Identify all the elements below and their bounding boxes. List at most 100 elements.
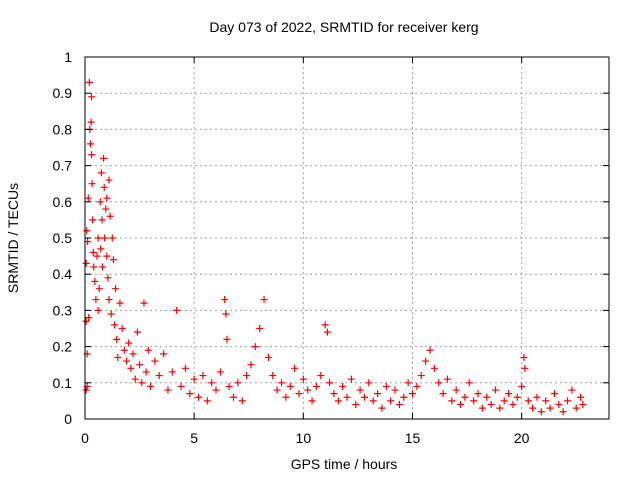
data-point	[133, 328, 141, 336]
data-point	[356, 386, 364, 394]
data-point	[537, 408, 545, 416]
data-point	[400, 393, 408, 401]
data-point	[89, 216, 97, 224]
data-point	[203, 397, 211, 405]
data-point	[102, 205, 110, 213]
data-point	[127, 364, 135, 372]
data-point	[487, 401, 495, 409]
data-point	[109, 256, 117, 264]
data-point	[85, 314, 93, 322]
data-point	[238, 397, 246, 405]
data-point	[82, 317, 90, 325]
y-tick-label: 0.7	[53, 158, 73, 174]
data-point	[483, 393, 491, 401]
data-point	[378, 404, 386, 412]
data-point	[223, 335, 231, 343]
data-point	[98, 263, 106, 271]
data-point	[212, 386, 220, 394]
data-point	[542, 397, 550, 405]
data-point	[382, 382, 390, 390]
x-tick-label: 5	[190, 430, 198, 446]
data-point	[269, 372, 277, 380]
data-point	[100, 183, 108, 191]
data-point	[88, 151, 96, 159]
data-point	[343, 393, 351, 401]
axis-ticks: 00.10.20.30.40.50.60.70.80.910 5 10 15 20	[53, 49, 609, 446]
data-point	[352, 401, 360, 409]
data-point	[448, 397, 456, 405]
data-point	[112, 285, 120, 293]
y-tick-label: 0.2	[53, 339, 73, 355]
data-point	[273, 386, 281, 394]
x-axis-title: GPS time / hours	[291, 456, 398, 472]
data-point	[97, 245, 105, 253]
data-point	[104, 274, 112, 282]
data-point	[136, 361, 144, 369]
data-point	[330, 390, 338, 398]
data-point	[474, 390, 482, 398]
data-point	[86, 140, 94, 148]
data-point	[500, 397, 508, 405]
data-point	[426, 346, 434, 354]
data-point	[465, 379, 473, 387]
data-point	[478, 404, 486, 412]
data-point	[339, 382, 347, 390]
x-tick-label: 20	[514, 430, 530, 446]
data-point	[118, 325, 126, 332]
data-point	[222, 310, 230, 318]
data-point	[116, 299, 124, 307]
data-point	[417, 372, 425, 380]
data-point	[278, 379, 285, 387]
data-point	[120, 346, 128, 354]
data-point	[577, 393, 585, 401]
y-axis-title: SRMTID / TECUs	[5, 183, 21, 293]
data-point	[93, 252, 101, 260]
data-point	[559, 408, 567, 416]
data-point	[96, 198, 104, 206]
data-point	[113, 335, 121, 343]
data-point	[286, 382, 294, 390]
data-points	[82, 78, 587, 416]
data-point	[470, 397, 478, 405]
data-point	[89, 248, 97, 256]
data-point	[555, 401, 563, 409]
x-tick-label: 15	[405, 430, 421, 446]
data-point	[491, 386, 499, 394]
data-point	[568, 386, 576, 394]
data-point	[264, 353, 272, 361]
data-point	[122, 357, 130, 365]
data-point	[518, 382, 526, 390]
data-point	[572, 404, 580, 412]
data-point	[347, 375, 355, 383]
data-point	[91, 277, 99, 285]
data-point	[546, 404, 554, 412]
data-point	[299, 375, 307, 383]
data-point	[291, 364, 299, 372]
data-point	[97, 169, 105, 177]
data-point	[82, 386, 90, 394]
data-point	[312, 382, 320, 390]
data-point	[529, 404, 537, 412]
data-point	[505, 390, 513, 398]
data-point	[360, 393, 368, 401]
grid-lines	[85, 57, 609, 419]
data-point	[101, 234, 109, 242]
data-point	[317, 372, 325, 380]
data-point	[90, 263, 98, 271]
data-point	[435, 379, 443, 387]
data-point	[247, 361, 255, 369]
data-point	[216, 368, 224, 376]
data-point	[173, 306, 181, 314]
data-point	[142, 368, 150, 376]
y-tick-label: 0.1	[53, 375, 73, 391]
data-point	[160, 350, 168, 358]
data-point	[461, 393, 469, 401]
data-point	[177, 382, 185, 390]
y-tick-label: 0	[64, 411, 72, 427]
data-point	[413, 382, 421, 390]
data-point	[131, 375, 139, 383]
data-point	[94, 234, 102, 242]
data-point	[199, 372, 207, 380]
x-tick-label: 10	[296, 430, 312, 446]
data-point	[524, 397, 532, 405]
